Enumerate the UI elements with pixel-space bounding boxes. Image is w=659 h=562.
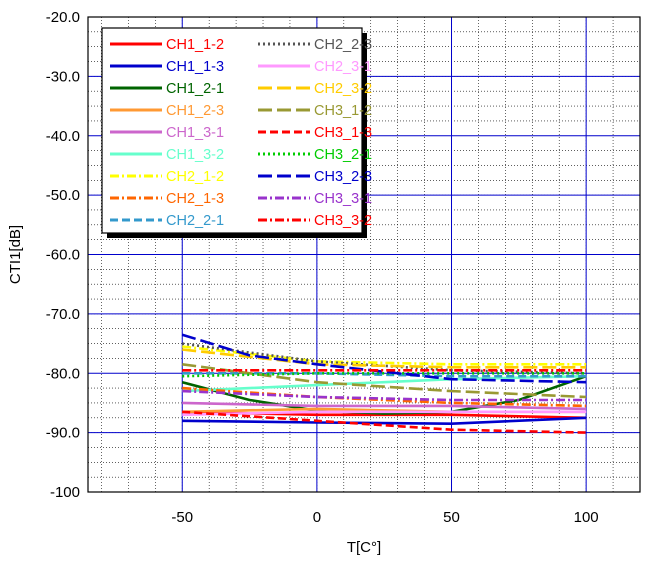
series-line-ch1-3-2 xyxy=(182,374,587,393)
legend-label: CH3_3-2 xyxy=(314,213,372,229)
axis-ticks: -20.0 -30.0 -40.0 -50.0 -60.0 -70.0 -80.0 -90.0… xyxy=(46,9,599,526)
legend-label: CH1_3-2 xyxy=(166,147,224,163)
legend-label: CH3_2-1 xyxy=(314,147,372,163)
legend-label: CH3_3-1 xyxy=(314,191,372,207)
y-tick-label: -60.0 xyxy=(46,247,80,264)
x-tick-label: -50 xyxy=(171,509,193,526)
legend: CH1_1-2 CH1_1-3 CH1_2-1 CH1_2-3 CH1_3-1 CH1_3… xyxy=(101,27,372,238)
legend-label: CH2_3-2 xyxy=(314,81,372,97)
legend-label: CH2_1-3 xyxy=(166,191,224,207)
series-line-ch1-1-3 xyxy=(182,416,587,426)
y-axis-label: CTI1[dB] xyxy=(7,225,24,284)
legend-label: CH3_2-3 xyxy=(314,169,372,185)
legend-label: CH1_1-3 xyxy=(166,59,224,75)
y-tick-label: -90.0 xyxy=(46,425,80,442)
series-line-ch3-1-2 xyxy=(182,363,587,399)
series-line-ch3-2-3 xyxy=(181,333,587,384)
series-line-ch3-2-1 xyxy=(182,371,587,378)
y-tick-label: -70.0 xyxy=(46,306,80,323)
legend-label: CH1_1-2 xyxy=(166,37,224,53)
series-group xyxy=(181,333,587,434)
series-line-ch3-3-1 xyxy=(182,389,587,402)
series-line-ch1-3-1 xyxy=(182,401,587,411)
x-tick-label: 50 xyxy=(443,509,460,526)
legend-label: CH2_1-2 xyxy=(166,169,224,185)
legend-label: CH3_1-2 xyxy=(314,103,372,119)
legend-label: CH2_2-3 xyxy=(314,37,372,53)
x-axis-label: T[C°] xyxy=(347,539,381,556)
legend-label: CH2_2-1 xyxy=(166,213,224,229)
series-line-ch2-3-2 xyxy=(182,348,587,369)
legend-label: CH3_1-3 xyxy=(314,125,372,141)
legend-label: CH1_2-3 xyxy=(166,103,224,119)
series-line-ch3-1-3 xyxy=(182,410,587,434)
y-tick-label: -50.0 xyxy=(46,187,80,204)
legend-label: CH1_3-1 xyxy=(166,125,224,141)
y-tick-label: -30.0 xyxy=(46,68,80,85)
y-tick-label: -100 xyxy=(50,484,80,501)
legend-label: CH2_3-1 xyxy=(314,59,372,75)
series-line-ch2-3-1 xyxy=(182,410,587,417)
x-tick-label: 0 xyxy=(313,509,321,526)
legend-label: CH1_2-1 xyxy=(166,81,224,97)
plot-frame xyxy=(87,16,641,493)
y-tick-label: -80.0 xyxy=(46,365,80,382)
y-tick-label: -20.0 xyxy=(46,9,80,26)
x-tick-label: 100 xyxy=(574,509,599,526)
y-tick-label: -40.0 xyxy=(46,128,80,145)
